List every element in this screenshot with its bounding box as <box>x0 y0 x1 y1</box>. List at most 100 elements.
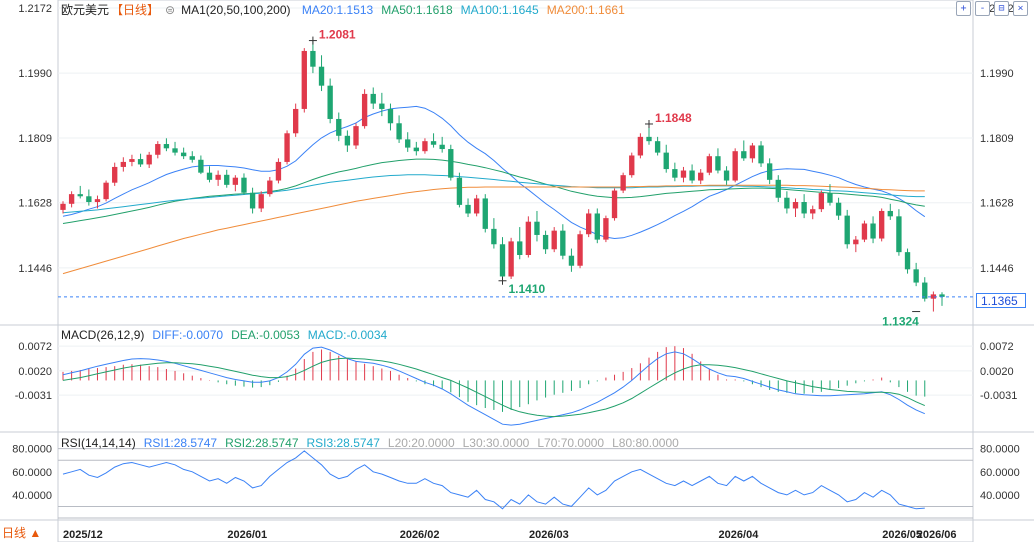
candle-body <box>361 93 368 127</box>
candle-body <box>560 230 566 256</box>
candle-body <box>396 123 402 140</box>
candle-body <box>68 194 75 204</box>
macd-dea-value: DEA:-0.0053 <box>231 328 300 342</box>
candle-body <box>551 230 557 250</box>
candle-body <box>112 166 118 183</box>
candle-body <box>706 156 712 173</box>
candle-body <box>232 177 239 185</box>
ma-value-ma20: MA20:1.1513 <box>301 3 374 17</box>
candle-body <box>448 149 454 178</box>
price-tick-left: 1.1809 <box>18 133 52 145</box>
close-icon[interactable]: × <box>1013 1 1028 16</box>
candle-body <box>775 179 781 198</box>
candle-body <box>499 244 506 277</box>
settings-icon[interactable]: ⊜ <box>165 3 176 17</box>
candle-body <box>473 198 480 214</box>
candle-body <box>103 182 109 200</box>
rsi-label: RSI(14,14,14) <box>61 436 136 450</box>
macd-diff-value: DIFF:-0.0070 <box>152 328 224 342</box>
candle-body <box>465 204 471 214</box>
l30-value: L30:30.0000 <box>462 436 530 450</box>
candle-body <box>758 145 764 164</box>
candle-body <box>879 210 885 239</box>
candle-body <box>241 177 247 193</box>
rsi-line <box>62 450 925 510</box>
candle-body <box>887 210 893 217</box>
candle-body <box>689 170 695 181</box>
candle-body <box>517 241 523 255</box>
macd-tick-right: 0.0020 <box>980 366 1014 378</box>
candle-body <box>405 139 411 148</box>
candle-body <box>827 193 833 203</box>
symbol-label: 欧元美元 <box>61 3 110 17</box>
candle-body <box>422 141 428 152</box>
candle-body <box>654 141 661 153</box>
zoom-in-icon[interactable]: + <box>956 1 971 16</box>
candle-body <box>163 144 170 149</box>
macd-diff-line <box>62 346 926 426</box>
price-legend: 欧元美元 【日线】 ⊜ MA1(20,50,100,200) MA20:1.1513 M… <box>61 3 641 17</box>
candle-body <box>120 161 126 167</box>
l80-value: L80:80.0000 <box>612 436 679 450</box>
price-tick-right: 1.1990 <box>980 68 1014 80</box>
candle-body <box>189 156 195 160</box>
candle-body <box>586 213 592 235</box>
price-tick-left: 1.1446 <box>18 263 52 275</box>
candle-body <box>344 135 351 146</box>
l20-value: L20:20.0000 <box>387 436 455 450</box>
zoom-out-icon[interactable]: - <box>975 1 990 16</box>
rsi-pane <box>62 450 925 510</box>
candle-body <box>663 152 669 170</box>
price-tick-left: 1.1990 <box>18 68 52 80</box>
candle-body <box>646 136 652 142</box>
candle-body <box>413 147 419 152</box>
candle-body <box>137 159 144 165</box>
rsi2-value: RSI2:28.5747 <box>225 436 299 450</box>
candle-body <box>525 221 532 255</box>
x-axis-label: 2026/06 <box>917 529 957 541</box>
candle-body <box>534 221 540 235</box>
macd-tick-left: 0.0020 <box>18 366 52 378</box>
candle-body <box>611 190 618 219</box>
macd-tick-right: -0.0031 <box>980 390 1017 402</box>
candle-body <box>749 145 756 159</box>
rsi-tick-right: 80.0000 <box>980 444 1020 456</box>
candle-body <box>896 216 902 253</box>
candle-body <box>629 155 635 176</box>
period-button[interactable]: 日线 ▲ <box>2 526 42 540</box>
candle-body <box>77 194 83 197</box>
macd-tick-left: -0.0031 <box>15 390 52 402</box>
price-tick-left: 1.1628 <box>18 198 52 210</box>
annotation-low1-label: 1.1410 <box>509 282 546 296</box>
candle-body <box>439 144 445 150</box>
x-axis-label: 2026/02 <box>400 529 440 541</box>
current-price-tag: 1.1365 <box>976 293 1026 308</box>
macd-macd-value: MACD:-0.0034 <box>307 328 388 342</box>
fit-icon[interactable]: ⊟ <box>994 1 1009 16</box>
candle-body <box>913 269 919 283</box>
candle-body <box>939 294 945 297</box>
candle-body <box>215 174 221 180</box>
candle-body <box>766 163 773 180</box>
macd-legend: MACD(26,12,9) DIFF:-0.0070 DEA:-0.0053 MACD… <box>61 328 395 342</box>
macd-tick-right: 0.0072 <box>980 341 1014 353</box>
annotation-high2-label: 1.1848 <box>655 111 692 125</box>
candle-body <box>792 202 799 209</box>
candle-body <box>491 228 497 245</box>
candle-body <box>430 141 437 145</box>
candle-body <box>387 108 394 124</box>
price-tick-left: 1.2172 <box>18 3 52 15</box>
candle-body <box>835 202 842 216</box>
ma-line-ma20 <box>62 105 926 240</box>
candle-body <box>741 151 747 159</box>
candle-body <box>508 241 514 277</box>
ma-label: MA1(20,50,100,200) <box>181 3 291 17</box>
candle-body <box>249 192 256 209</box>
rsi-legend: RSI(14,14,14) RSI1:28.5747 RSI2:28.5747 RSI… <box>61 436 687 450</box>
candle-body <box>284 133 290 162</box>
candle-body <box>680 170 687 178</box>
rsi-tick-left: 60.0000 <box>12 467 52 479</box>
candle-body <box>715 156 721 171</box>
candle-body <box>542 234 549 250</box>
